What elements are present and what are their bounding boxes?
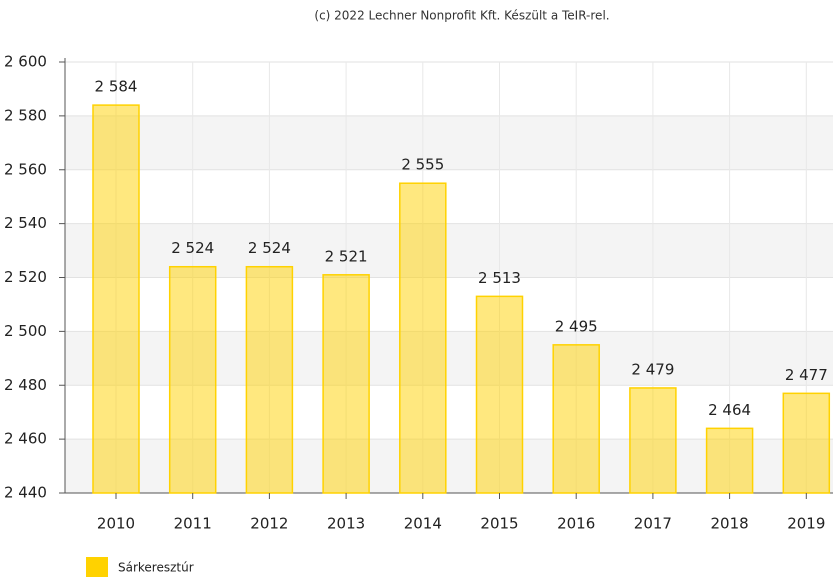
grid-band — [65, 115, 833, 170]
bar — [399, 182, 447, 494]
bar — [705, 427, 754, 494]
bar — [322, 274, 370, 494]
x-tick-label: 2012 — [250, 515, 288, 533]
credit: (c) 2022 Lechner Nonprofit Kft. Készült … — [314, 9, 609, 23]
value-label: 2 495 — [555, 317, 598, 335]
value-label: 2 555 — [401, 156, 444, 174]
bar — [552, 344, 600, 494]
x-tick-label: 2015 — [480, 515, 518, 533]
y-tick-label: 2 500 — [4, 322, 47, 340]
value-label: 2 524 — [248, 239, 291, 257]
y-tick-label: 2 520 — [4, 268, 47, 286]
value-label: 2 479 — [631, 360, 674, 378]
y-tick-label: 2 540 — [4, 214, 47, 232]
x-tick-label: 2011 — [174, 515, 212, 533]
legend-label: Sárkeresztúr — [118, 561, 194, 575]
y-tick-label: 2 440 — [4, 484, 47, 502]
bar — [782, 392, 831, 494]
value-label: 2 524 — [171, 239, 214, 257]
value-label: 2 521 — [325, 247, 368, 265]
x-tick-label: 2016 — [557, 515, 595, 533]
bar — [629, 387, 677, 494]
y-tick-label: 2 480 — [4, 376, 47, 394]
bar — [92, 104, 140, 494]
y-tick-label: 2 580 — [4, 106, 47, 124]
value-label: 2 513 — [478, 269, 521, 287]
y-tick-label: 2 460 — [4, 430, 47, 448]
y-tick-label: 2 600 — [4, 53, 47, 71]
y-tick-label: 2 560 — [4, 160, 47, 178]
legend-swatch — [86, 557, 108, 577]
x-tick-label: 2013 — [327, 515, 365, 533]
x-tick-label: 2010 — [97, 515, 135, 533]
bar — [475, 295, 524, 494]
value-label: 2 584 — [95, 78, 138, 96]
bar — [168, 265, 217, 494]
x-tick-label: 2019 — [787, 515, 825, 533]
x-tick-label: 2014 — [404, 515, 442, 533]
x-tick-label: 2017 — [634, 515, 672, 533]
bar — [245, 265, 294, 494]
value-label: 2 477 — [785, 366, 828, 384]
value-label: 2 464 — [708, 401, 751, 419]
x-tick-label: 2018 — [711, 515, 749, 533]
